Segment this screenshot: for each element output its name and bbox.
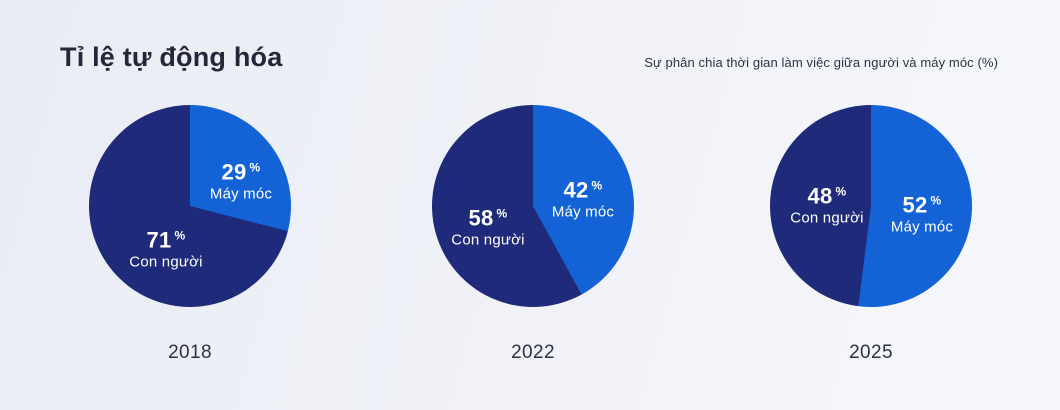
year-label-2018: 2018 [168,342,212,363]
slice-name: Con người [129,253,203,271]
slice-value: 58% [451,202,524,231]
slice-name: Máy móc [890,218,954,236]
slice-value: 71% [129,224,202,253]
pie-chart-2025: 52% Máy móc 48% Con người [770,105,972,307]
chart-group-2022: 42% Máy móc 58% Con người 2022 [432,105,634,367]
percent-symbol: % [174,228,186,243]
slice-label-machine: 52% Máy móc [891,189,953,238]
percent-symbol: % [591,178,603,193]
slice-label-machine: 42% Máy móc [552,174,614,223]
slice-label-machine: 29% Máy móc [210,156,272,205]
slice-label-human: 58% Con người [451,202,524,251]
slice-percent-number: 29 [221,159,247,185]
chart-group-2025: 52% Máy móc 48% Con người 2025 [770,105,972,367]
slice-percent-number: 42 [563,177,589,203]
chart-group-2018: 29% Máy móc 71% Con người 2018 [89,105,291,367]
slice-label-human: 71% Con người [129,224,202,273]
slice-name: Máy móc [551,203,615,221]
slice-percent-number: 58 [468,205,494,231]
pie-chart-2018: 29% Máy móc 71% Con người [89,105,291,307]
slice-value: 52% [891,189,953,218]
slice-percent-number: 48 [807,183,833,209]
year-label-2022: 2022 [511,342,555,363]
percent-symbol: % [835,184,847,199]
slice-value: 48% [790,180,863,209]
percent-symbol: % [249,160,261,175]
percent-symbol: % [930,193,942,208]
slice-name: Con người [451,231,525,249]
page-title: Tỉ lệ tự động hóa [60,42,283,72]
slice-label-human: 48% Con người [790,180,863,229]
slice-percent-number: 52 [902,192,928,218]
slice-name: Máy móc [209,185,273,203]
year-label-2025: 2025 [849,342,893,363]
percent-symbol: % [496,206,508,221]
slice-percent-number: 71 [146,227,172,253]
pie-chart-2022: 42% Máy móc 58% Con người [432,105,634,307]
slice-name: Con người [790,209,864,227]
slice-value: 42% [552,174,614,203]
page-subtitle: Sự phân chia thời gian làm việc giữa ngư… [644,55,998,70]
slice-value: 29% [210,156,272,185]
